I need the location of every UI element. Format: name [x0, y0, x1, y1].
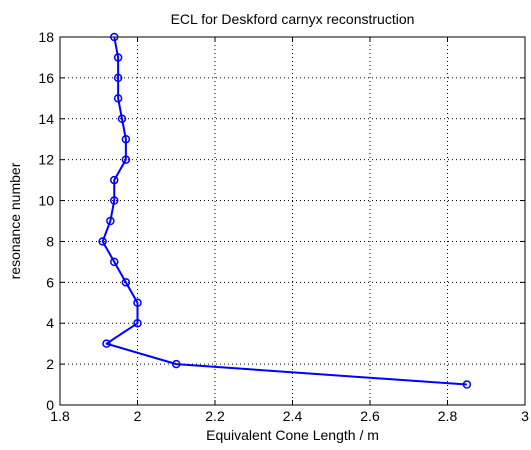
- y-tick-label: 14: [38, 111, 54, 127]
- x-tick-label: 2.6: [360, 408, 380, 424]
- x-tick-label: 2.8: [438, 408, 458, 424]
- y-tick-label: 4: [46, 315, 54, 331]
- x-tick-label: 2.2: [205, 408, 225, 424]
- x-tick-label: 2.4: [283, 408, 303, 424]
- y-tick-label: 16: [38, 70, 54, 86]
- chart-title: ECL for Deskford carnyx reconstruction: [171, 11, 415, 27]
- y-tick-label: 18: [38, 29, 54, 45]
- y-tick-label: 6: [46, 274, 54, 290]
- y-tick-label: 8: [46, 233, 54, 249]
- y-tick-label: 10: [38, 193, 54, 209]
- y-tick-label: 0: [46, 397, 54, 413]
- x-axis-title: Equivalent Cone Length / m: [206, 427, 379, 443]
- y-axis-title: resonance number: [7, 162, 23, 279]
- x-tick-label: 2: [134, 408, 142, 424]
- series-line: [103, 37, 467, 385]
- y-tick-label: 12: [38, 152, 54, 168]
- y-tick-label: 2: [46, 356, 54, 372]
- series-layer: [99, 34, 470, 389]
- x-tick-label: 3: [521, 408, 529, 424]
